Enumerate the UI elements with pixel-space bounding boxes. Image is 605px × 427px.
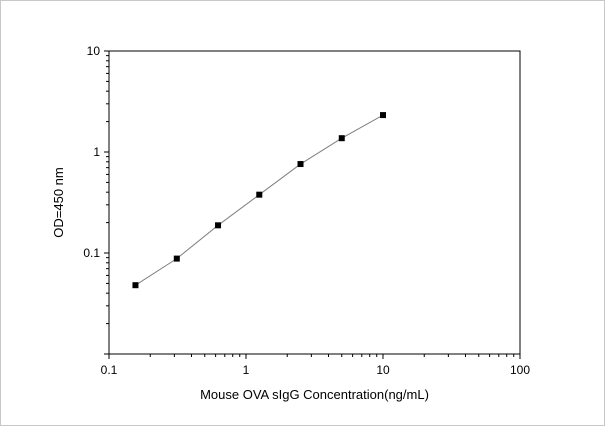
plot-frame [108, 50, 521, 355]
series-line [135, 114, 384, 286]
tick-labels: 0.1 1 10 100 0.1 1 10 [83, 44, 530, 377]
data-point [132, 282, 139, 289]
y-tick-label: 1 [93, 145, 100, 159]
series-points [132, 112, 386, 289]
data-point [380, 112, 386, 119]
y-axis-title: OD=450 nm [51, 167, 66, 237]
x-tick-label: 0.1 [101, 363, 118, 377]
data-point [297, 161, 304, 168]
data-point [215, 222, 222, 229]
data-point [173, 255, 180, 262]
y-tick-label: 0.1 [83, 246, 100, 260]
y-tick-label: 10 [87, 44, 101, 58]
x-tick-label: 10 [376, 363, 390, 377]
data-point [256, 191, 263, 198]
x-tick-label: 1 [243, 363, 250, 377]
x-axis-title: Mouse OVA sIgG Concentration(ng/mL) [200, 387, 429, 402]
data-point [338, 135, 345, 142]
curve-line [135, 114, 384, 286]
axes [108, 50, 521, 355]
tick-marks [104, 50, 521, 359]
x-tick-label: 100 [510, 363, 530, 377]
